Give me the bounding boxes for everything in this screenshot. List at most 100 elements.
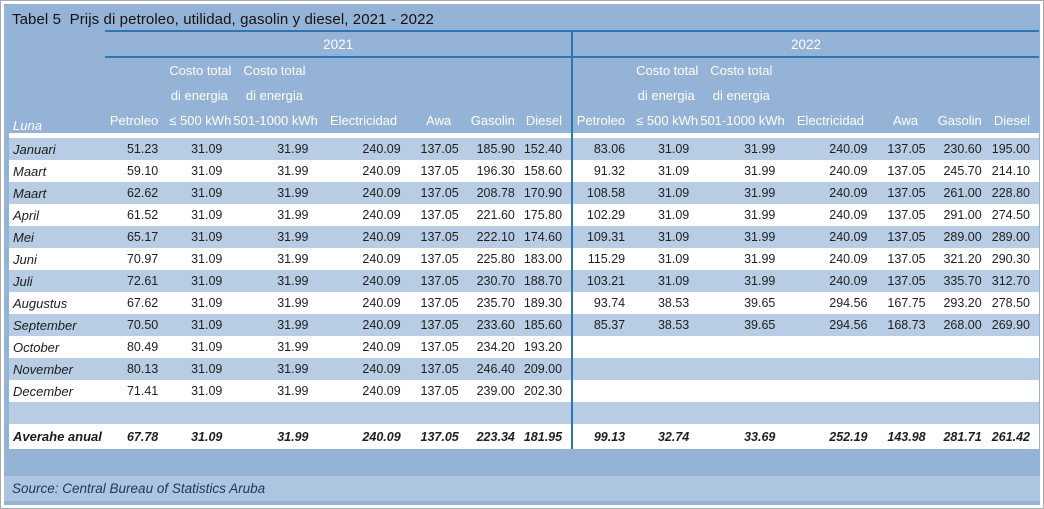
value-cell: 31.09: [167, 226, 232, 248]
value-cell: 240.09: [317, 358, 410, 380]
value-cell: 80.13: [105, 358, 168, 380]
table-row: November 80.13 31.09 31.99 240.09 137.05 246.4…: [9, 358, 1039, 380]
value-cell: 31.99: [231, 226, 318, 248]
value-cell: 137.05: [409, 314, 468, 336]
value-cell: [571, 358, 635, 380]
column-header-gasolin: Gasolin: [470, 113, 515, 128]
header-gap-cell: [990, 133, 1039, 138]
value-cell: 31.99: [698, 270, 785, 292]
value-cell: 65.17: [105, 226, 168, 248]
value-cell: 137.05: [876, 138, 935, 160]
value-cell: [698, 336, 785, 358]
value-cell: [934, 358, 991, 380]
value-cell: 291.00: [934, 204, 991, 226]
value-cell: 31.99: [231, 248, 318, 270]
value-cell: 261.00: [934, 182, 991, 204]
value-cell: [634, 336, 699, 358]
value-cell: 31.09: [634, 248, 699, 270]
value-cell: 31.09: [167, 248, 232, 270]
value-cell: 245.70: [934, 160, 991, 182]
value-cell: 261.42: [990, 424, 1039, 449]
value-cell: 67.62: [105, 292, 168, 314]
value-cell: 72.61: [105, 270, 168, 292]
value-cell: 188.70: [523, 270, 573, 292]
year-header-row: 2021 2022: [9, 30, 1039, 58]
value-cell: [934, 402, 991, 424]
value-cell: 137.05: [409, 358, 468, 380]
value-cell: 312.70: [990, 270, 1039, 292]
value-cell: 152.40: [523, 138, 573, 160]
value-cell: 31.99: [231, 292, 318, 314]
value-cell: [876, 380, 935, 402]
value-cell: 31.09: [634, 182, 699, 204]
value-cell: 240.09: [317, 182, 410, 204]
value-cell: 240.09: [317, 314, 410, 336]
month-label: Augustus: [9, 292, 106, 314]
header-gap-cell: [467, 133, 524, 138]
value-cell: [409, 402, 468, 424]
value-cell: 38.53: [634, 314, 699, 336]
value-cell: 31.99: [231, 424, 318, 449]
value-cell: 208.78: [467, 182, 524, 204]
value-cell: 31.09: [167, 292, 232, 314]
header-gap-cell: [784, 133, 877, 138]
value-cell: 223.34: [467, 424, 524, 449]
value-cell: 137.05: [409, 182, 468, 204]
value-cell: [634, 358, 699, 380]
value-cell: 137.05: [409, 270, 468, 292]
value-cell: 85.37: [571, 314, 635, 336]
value-cell: 225.80: [467, 248, 524, 270]
value-cell: 31.99: [231, 358, 318, 380]
header-gap-cell: [634, 133, 699, 138]
value-cell: 115.29: [571, 248, 635, 270]
value-cell: 31.99: [698, 226, 785, 248]
value-cell: [990, 336, 1039, 358]
table-row: Augustus 67.62 31.09 31.99 240.09 137.05 235.7…: [9, 292, 1039, 314]
header-gap-cell: [698, 133, 785, 138]
value-cell: [167, 402, 232, 424]
blank-row: [9, 402, 1039, 424]
column-header-petroleo: Petroleo: [109, 113, 159, 128]
value-cell: 214.10: [990, 160, 1039, 182]
column-header-luna: Luna: [13, 118, 42, 133]
month-label: Januari: [9, 138, 106, 160]
month-label: Maart: [9, 182, 106, 204]
value-cell: 62.62: [105, 182, 168, 204]
value-cell: 39.65: [698, 292, 785, 314]
value-cell: 31.99: [231, 314, 318, 336]
value-cell: 230.70: [467, 270, 524, 292]
value-cell: 269.90: [990, 314, 1039, 336]
value-cell: 31.09: [634, 204, 699, 226]
value-cell: 91.32: [571, 160, 635, 182]
value-cell: 240.09: [317, 270, 410, 292]
value-cell: 71.41: [105, 380, 168, 402]
value-cell: 240.09: [317, 138, 410, 160]
table-row: Maart 59.10 31.09 31.99 240.09 137.05 196.30 15…: [9, 160, 1039, 182]
value-cell: 137.05: [876, 270, 935, 292]
value-cell: 183.00: [523, 248, 573, 270]
value-cell: 158.60: [523, 160, 573, 182]
value-cell: [698, 402, 785, 424]
value-cell: 234.20: [467, 336, 524, 358]
column-header-row: Luna Petroleo Costo total di energia ≤ 500 …: [9, 57, 1039, 133]
value-cell: 31.09: [167, 270, 232, 292]
header-gap-cell: [105, 133, 168, 138]
value-cell: 137.05: [409, 336, 468, 358]
value-cell: [784, 336, 877, 358]
value-cell: 240.09: [317, 226, 410, 248]
value-cell: 31.09: [167, 138, 232, 160]
value-cell: 103.21: [571, 270, 635, 292]
value-cell: [634, 380, 699, 402]
value-cell: 240.09: [317, 160, 410, 182]
month-label: [9, 402, 106, 424]
value-cell: 31.09: [167, 204, 232, 226]
value-cell: 31.09: [634, 160, 699, 182]
header-gap-cell: [9, 133, 106, 138]
value-cell: 189.30: [523, 292, 573, 314]
value-cell: 240.09: [784, 248, 877, 270]
value-cell: 31.99: [698, 182, 785, 204]
month-label: November: [9, 358, 106, 380]
value-cell: 137.05: [409, 160, 468, 182]
value-cell: 31.99: [698, 204, 785, 226]
column-header--500-kwh: Costo total di energia ≤ 500 kWh: [169, 63, 232, 128]
